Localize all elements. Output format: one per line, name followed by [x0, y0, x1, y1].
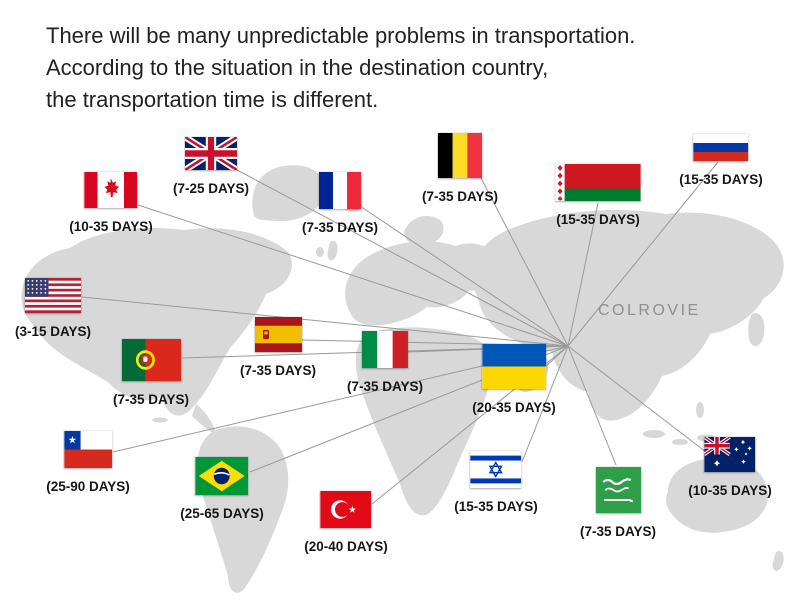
continent-australia [666, 457, 769, 533]
shipping-item-ukraine: (20-35 DAYS) [472, 344, 556, 415]
united-kingdom-flag-icon [185, 137, 237, 170]
shipping-item-france: (7-35 DAYS) [302, 172, 378, 235]
saudi-arabia-flag-icon [595, 467, 641, 513]
days-label-ukraine: (20-35 DAYS) [472, 400, 556, 415]
belgium-flag-icon [438, 133, 482, 178]
days-label-brazil: (25-65 DAYS) [180, 506, 264, 521]
days-label-united-kingdom: (7-25 DAYS) [172, 181, 250, 196]
turkey-flag-icon [320, 491, 372, 528]
japan [748, 313, 765, 347]
connector-belgium [479, 175, 569, 347]
shipping-item-australia: (10-35 DAYS) [688, 437, 772, 498]
shipping-item-chile: (25-90 DAYS) [46, 431, 130, 494]
header-line-2: According to the situation in the destin… [46, 55, 549, 80]
connector-israel [521, 345, 569, 463]
chile-flag-icon [63, 431, 112, 468]
shipping-item-italy: (7-35 DAYS) [347, 331, 423, 394]
days-label-portugal: (7-35 DAYS) [112, 392, 190, 407]
connector-france [359, 205, 569, 347]
usa-flag-icon [25, 278, 81, 313]
new-zealand [772, 550, 784, 571]
shipping-item-canada: (10-35 DAYS) [69, 172, 153, 234]
brazil-flag-icon [195, 457, 249, 495]
shipping-item-belarus: (15-35 DAYS) [555, 164, 641, 227]
days-label-italy: (7-35 DAYS) [346, 379, 424, 394]
continent-north-america [21, 228, 292, 416]
days-label-belgium: (7-35 DAYS) [421, 189, 499, 204]
continent-europe [345, 241, 500, 326]
days-label-turkey: (20-40 DAYS) [304, 539, 388, 554]
days-label-chile: (25-90 DAYS) [46, 479, 130, 494]
header-line-3: the transportation time is different. [46, 87, 379, 112]
connector-united-kingdom [236, 169, 569, 347]
shipping-item-israel: (15-35 DAYS) [454, 451, 538, 514]
connector-saudi-arabia [567, 345, 617, 466]
ukraine-flag-icon [481, 344, 546, 389]
days-label-israel: (15-35 DAYS) [454, 499, 538, 514]
russia-flag-icon [693, 134, 749, 161]
days-label-spain: (7-35 DAYS) [239, 363, 317, 378]
shipping-item-russia: (15-35 DAYS) [679, 134, 763, 187]
canada-flag-icon [84, 172, 138, 208]
central-america [192, 404, 216, 434]
australia-flag-icon [704, 437, 756, 472]
shipping-item-brazil: (25-65 DAYS) [180, 457, 264, 521]
portugal-flag-icon [121, 339, 181, 381]
shipping-item-spain: (7-35 DAYS) [240, 317, 316, 378]
israel-flag-icon [470, 451, 522, 488]
brand-logo: COLROVIE [598, 302, 701, 319]
shipping-item-portugal: (7-35 DAYS) [113, 339, 189, 407]
days-label-canada: (10-35 DAYS) [69, 219, 153, 234]
header-line-1: There will be many unpredictable problem… [46, 23, 636, 48]
shipping-item-saudi-arabia: (7-35 DAYS) [580, 467, 656, 539]
days-label-belarus: (15-35 DAYS) [556, 212, 640, 227]
shipping-item-usa: (3-15 DAYS) [15, 278, 91, 339]
connector-russia [567, 161, 719, 347]
days-label-usa: (3-15 DAYS) [14, 324, 92, 339]
belarus-flag-icon [555, 164, 641, 201]
shipping-item-belgium: (7-35 DAYS) [422, 133, 498, 204]
shipping-item-united-kingdom: (7-25 DAYS) [173, 137, 249, 196]
continent-africa [355, 327, 494, 516]
continent-asia [472, 210, 784, 421]
connector-australia [567, 345, 707, 453]
british-isles [327, 240, 338, 261]
connector-usa [81, 296, 569, 347]
italy-flag-icon [362, 331, 408, 368]
scandinavia [404, 216, 444, 246]
header-text: There will be many unpredictable problem… [46, 20, 635, 116]
days-label-france: (7-35 DAYS) [301, 220, 379, 235]
days-label-saudi-arabia: (7-35 DAYS) [579, 524, 657, 539]
days-label-australia: (10-35 DAYS) [688, 483, 772, 498]
france-flag-icon [319, 172, 361, 209]
days-label-russia: (15-35 DAYS) [679, 172, 763, 187]
connector-belarus [567, 202, 599, 347]
connector-canada [137, 204, 569, 347]
spain-flag-icon [254, 317, 302, 352]
shipping-item-turkey: (20-40 DAYS) [304, 491, 388, 554]
